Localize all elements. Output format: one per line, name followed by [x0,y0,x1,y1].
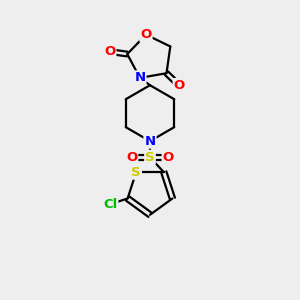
Text: O: O [104,45,116,58]
Text: O: O [174,79,185,92]
Text: S: S [131,166,141,179]
Text: N: N [134,71,146,84]
Text: O: O [140,28,152,41]
Text: S: S [145,151,155,164]
Text: Cl: Cl [103,198,117,211]
Text: N: N [144,135,156,148]
Text: O: O [163,151,174,164]
Text: O: O [126,151,137,164]
